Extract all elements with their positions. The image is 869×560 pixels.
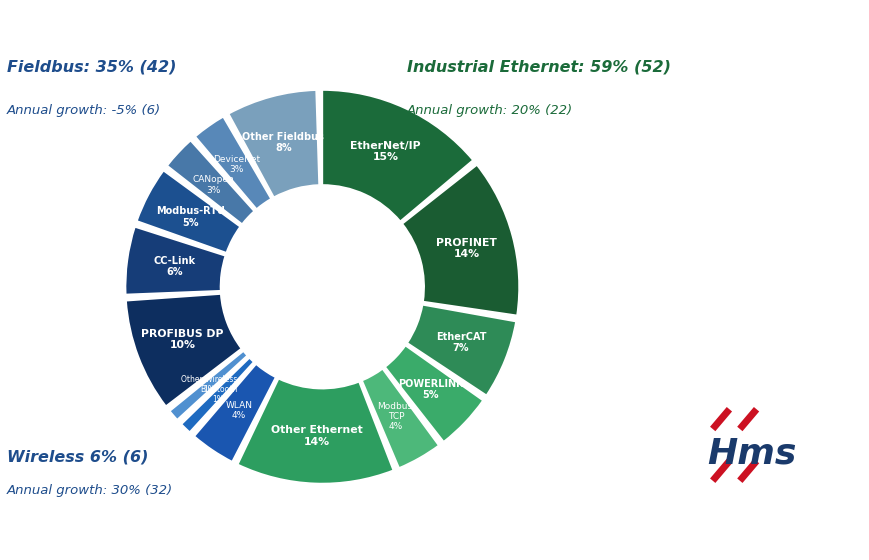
Text: Modbus-
TCP
4%: Modbus- TCP 4% [376, 402, 415, 431]
Text: Industrial Ethernet: 59% (52): Industrial Ethernet: 59% (52) [407, 59, 670, 74]
Text: Other Fieldbus
8%: Other Fieldbus 8% [242, 132, 324, 153]
Text: PROFINET
14%: PROFINET 14% [435, 237, 496, 259]
Text: CANopen
3%: CANopen 3% [192, 175, 234, 194]
Wedge shape [126, 294, 241, 406]
Text: Fieldbus: 35% (42): Fieldbus: 35% (42) [7, 59, 176, 74]
Text: CC-Link
6%: CC-Link 6% [153, 256, 196, 277]
Text: EtherNet/IP
15%: EtherNet/IP 15% [349, 141, 421, 162]
Wedge shape [194, 364, 275, 461]
Text: EtherCAT
7%: EtherCAT 7% [435, 332, 486, 353]
Wedge shape [229, 90, 319, 197]
Wedge shape [401, 165, 519, 315]
Wedge shape [167, 141, 254, 224]
Wedge shape [407, 305, 515, 395]
Text: Wireless 6% (6): Wireless 6% (6) [7, 450, 148, 465]
Text: Annual growth: 30% (32): Annual growth: 30% (32) [7, 484, 173, 497]
Text: Hms: Hms [706, 437, 796, 470]
Text: Other Ethernet
14%: Other Ethernet 14% [270, 426, 362, 446]
Wedge shape [237, 379, 393, 484]
Text: POWERLINK
5%: POWERLINK 5% [397, 379, 462, 400]
Text: Annual growth: 20% (22): Annual growth: 20% (22) [407, 104, 573, 116]
Wedge shape [125, 227, 225, 295]
Wedge shape [385, 346, 482, 442]
Wedge shape [182, 358, 254, 432]
Text: Other Wireless
1%: Other Wireless 1% [181, 375, 237, 394]
Wedge shape [136, 171, 240, 253]
Text: DeviceNet
3%: DeviceNet 3% [212, 155, 260, 174]
Text: Annual growth: -5% (6): Annual growth: -5% (6) [7, 104, 161, 116]
Wedge shape [195, 117, 271, 209]
Wedge shape [362, 369, 438, 468]
Text: Modbus-RTU
5%: Modbus-RTU 5% [156, 207, 224, 227]
Text: Bluetooth
1%: Bluetooth 1% [200, 385, 237, 404]
Text: WLAN
4%: WLAN 4% [225, 401, 252, 420]
Text: PROFIBUS DP
10%: PROFIBUS DP 10% [142, 329, 223, 350]
Wedge shape [322, 90, 473, 221]
Wedge shape [169, 351, 247, 419]
